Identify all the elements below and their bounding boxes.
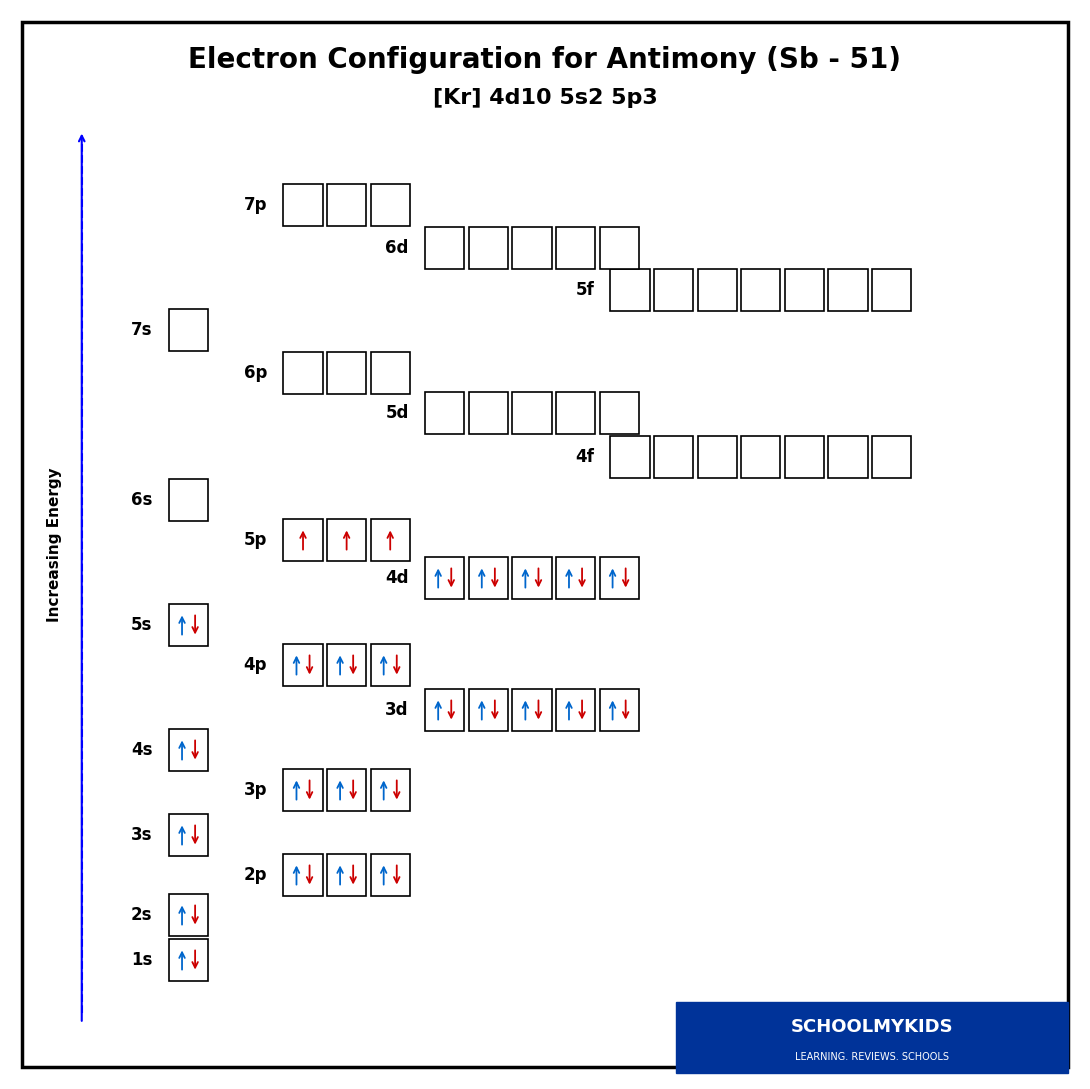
Bar (169, 894, 208, 935)
Bar (425, 228, 464, 269)
Bar (556, 228, 595, 269)
Bar (512, 689, 552, 731)
Text: 2p: 2p (243, 866, 267, 884)
Bar (610, 269, 650, 310)
Bar (283, 519, 323, 561)
Bar (512, 228, 552, 269)
Bar (828, 269, 868, 310)
Bar (371, 184, 410, 225)
Text: 5d: 5d (386, 404, 409, 423)
Text: SCHOOLMYKIDS: SCHOOLMYKIDS (790, 1017, 954, 1036)
Bar (872, 437, 911, 478)
Bar (600, 392, 639, 433)
Bar (327, 769, 366, 810)
Bar (283, 184, 323, 225)
Bar (371, 645, 410, 686)
Bar (425, 392, 464, 433)
Bar (327, 645, 366, 686)
Text: 6s: 6s (131, 491, 153, 509)
Text: 4f: 4f (576, 448, 594, 466)
Text: 3d: 3d (385, 701, 409, 719)
Bar (169, 940, 208, 981)
Bar (327, 184, 366, 225)
Bar (741, 269, 780, 310)
Text: 3s: 3s (131, 825, 153, 844)
Bar (600, 689, 639, 731)
Text: 6d: 6d (386, 238, 409, 257)
Bar (371, 769, 410, 810)
Text: 7p: 7p (243, 196, 267, 215)
Bar (654, 269, 693, 310)
Bar (469, 228, 508, 269)
Text: 5p: 5p (244, 531, 267, 549)
Bar (556, 689, 595, 731)
Bar (283, 645, 323, 686)
Text: 4p: 4p (243, 656, 267, 674)
Text: [Kr] 4d10 5s2 5p3: [Kr] 4d10 5s2 5p3 (433, 88, 657, 108)
FancyBboxPatch shape (22, 22, 1068, 1067)
Text: Electron Configuration for Antimony (Sb - 51): Electron Configuration for Antimony (Sb … (189, 46, 901, 74)
Bar (327, 854, 366, 895)
Bar (512, 392, 552, 433)
Bar (741, 437, 780, 478)
Text: 7s: 7s (131, 321, 153, 339)
Bar (283, 854, 323, 895)
Text: 4d: 4d (385, 568, 409, 587)
Bar (785, 269, 824, 310)
Bar (169, 604, 208, 646)
Bar (556, 392, 595, 433)
Bar (371, 854, 410, 895)
Bar (371, 353, 410, 394)
Text: 5s: 5s (131, 616, 153, 634)
Bar (600, 558, 639, 599)
Bar (872, 269, 911, 310)
Bar (327, 353, 366, 394)
Bar (283, 769, 323, 810)
Bar (556, 558, 595, 599)
Text: Increasing Energy: Increasing Energy (47, 467, 62, 622)
Bar (698, 437, 737, 478)
Text: 5f: 5f (576, 281, 594, 299)
Bar (283, 353, 323, 394)
Bar (828, 437, 868, 478)
Bar (512, 558, 552, 599)
Bar (785, 437, 824, 478)
Text: 3p: 3p (243, 781, 267, 799)
FancyBboxPatch shape (676, 1002, 1068, 1073)
Bar (610, 437, 650, 478)
Bar (698, 269, 737, 310)
Text: 4s: 4s (131, 741, 153, 759)
Bar (469, 392, 508, 433)
Bar (469, 689, 508, 731)
Text: 6p: 6p (244, 364, 267, 382)
Text: 1s: 1s (131, 951, 153, 969)
Bar (371, 519, 410, 561)
Bar (169, 815, 208, 856)
Text: 2s: 2s (131, 906, 153, 923)
Bar (169, 309, 208, 351)
Bar (654, 437, 693, 478)
Text: LEARNING. REVIEWS. SCHOOLS: LEARNING. REVIEWS. SCHOOLS (795, 1052, 949, 1062)
Bar (169, 479, 208, 521)
Bar (169, 730, 208, 771)
Bar (425, 689, 464, 731)
Bar (327, 519, 366, 561)
Bar (425, 558, 464, 599)
Bar (600, 228, 639, 269)
Bar (469, 558, 508, 599)
